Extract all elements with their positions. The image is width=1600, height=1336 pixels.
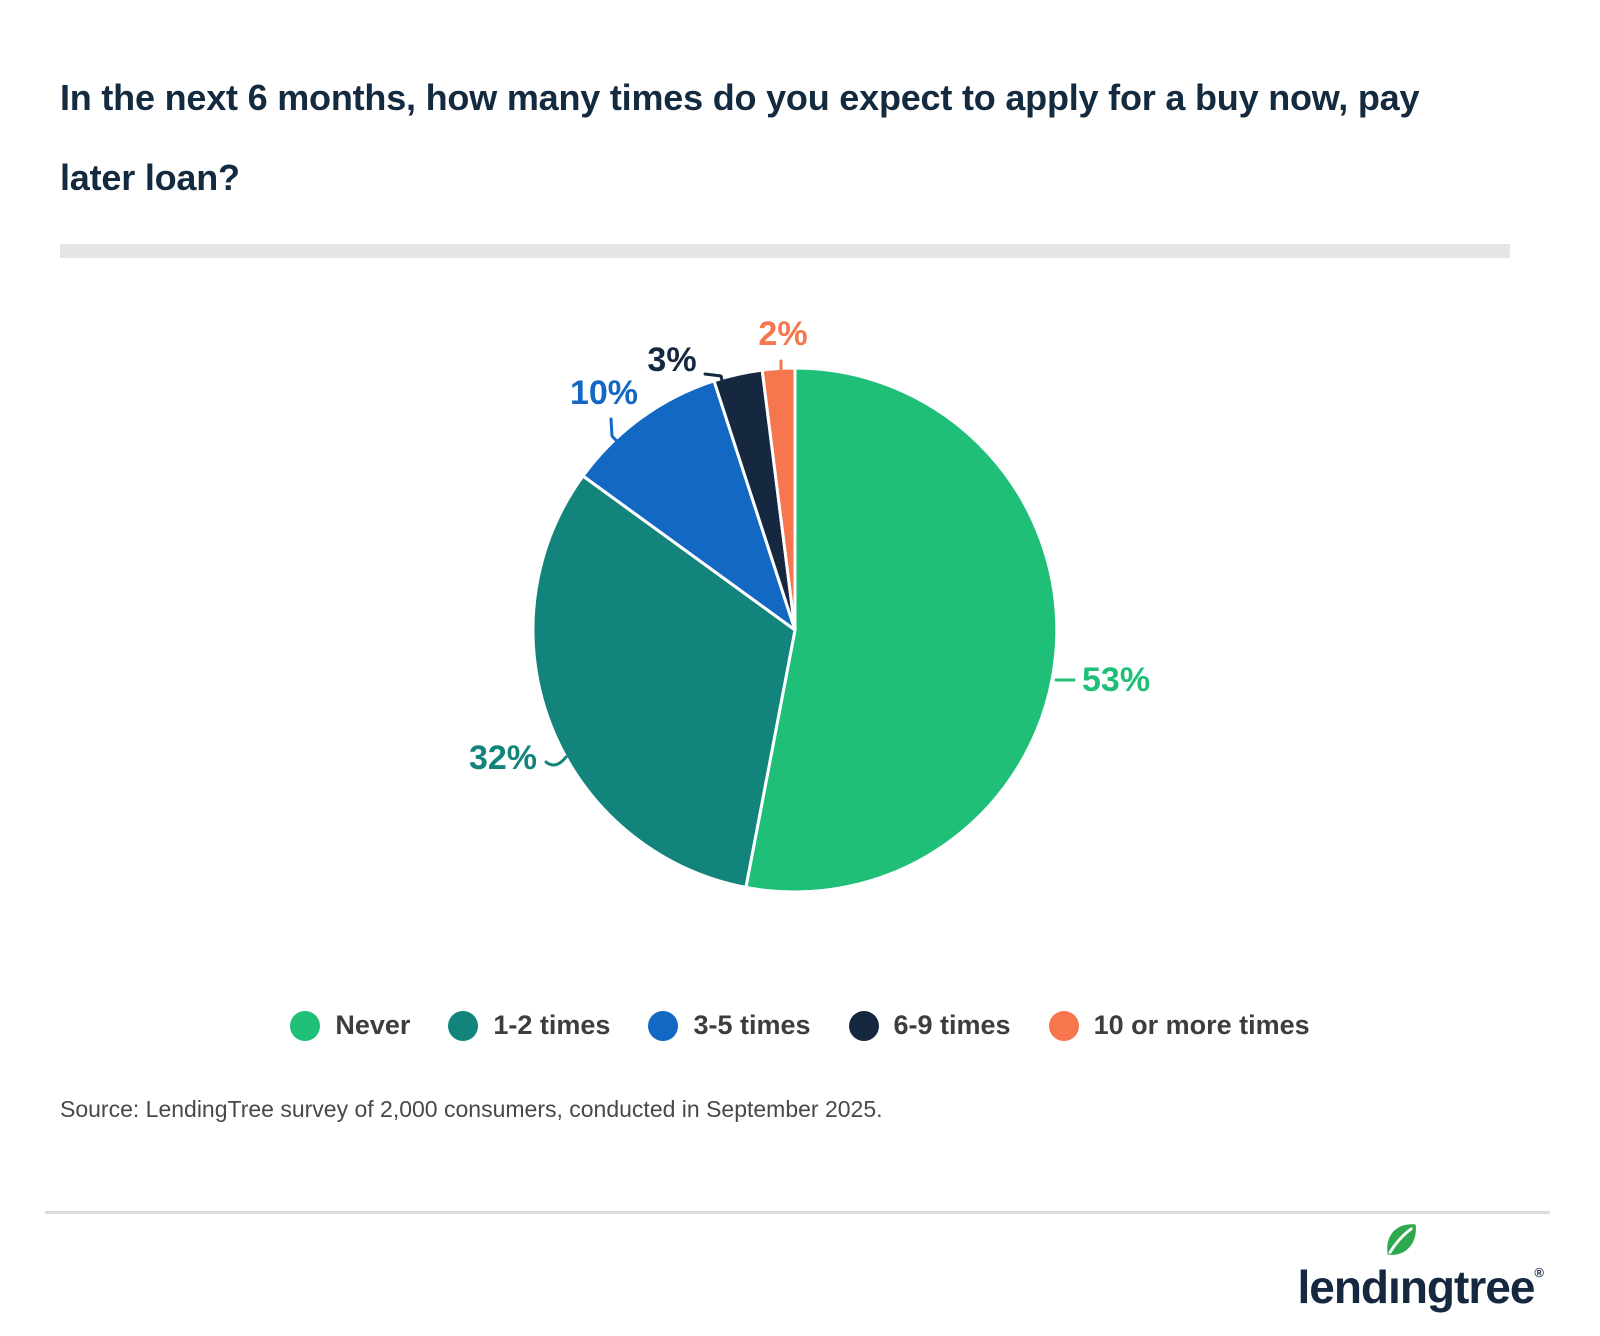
- data-label-1-2-times: 32%: [469, 739, 537, 777]
- legend-label-6-9-times: 6-9 times: [893, 1010, 1011, 1040]
- legend-label-10-or-more-times: 10 or more times: [1093, 1010, 1310, 1040]
- source-note: Source: LendingTree survey of 2,000 cons…: [60, 1096, 883, 1122]
- pie-slice-10-or-more-times: [760, 366, 797, 632]
- pie-chart: 53% 32% 10%3% 2%: [469, 315, 1150, 894]
- legend: Never 1-2 times 3-5 times 6-9 times 10 or mo…: [0, 1010, 1600, 1041]
- legend-label-1-2-times: 1-2 times: [493, 1010, 611, 1040]
- legend-item-3-5-times: 3-5 times: [648, 1010, 811, 1041]
- chart-title-line-1: In the next 6 months, how many times do …: [60, 77, 1420, 118]
- chart-title-line-2: later loan?: [60, 157, 240, 198]
- legend-dot-10-or-more-times: [1048, 1010, 1079, 1041]
- legend-label-never: Never: [335, 1010, 411, 1040]
- lendingtree-wordmark: lendıngtree®: [1297, 1224, 1544, 1316]
- legend-dot-1-2-times: [448, 1010, 479, 1041]
- pie-slice-never: [744, 366, 1059, 894]
- pie-slice-3-5-times: [581, 379, 797, 632]
- legend-dot-3-5-times: [648, 1010, 679, 1041]
- label-connector-3-5-times: [609, 417, 629, 454]
- legend-dot-never: [290, 1010, 321, 1041]
- logo-text-i: ı: [1388, 1261, 1401, 1313]
- legend-item-6-9-times: 6-9 times: [848, 1010, 1011, 1041]
- data-label-10-or-more-times: 2%: [758, 315, 807, 353]
- label-connector-6-9-times: [703, 372, 727, 396]
- logo-text-pre: lend: [1297, 1261, 1389, 1313]
- footer-divider: [45, 1211, 1550, 1214]
- legend-label-3-5-times: 3-5 times: [693, 1010, 811, 1040]
- legend-item-10-or-more-times: 10 or more times: [1048, 1010, 1310, 1041]
- leaf-icon: [1387, 1224, 1417, 1255]
- chart-title: In the next 6 months, how many times do …: [60, 58, 1419, 218]
- data-label-6-9-times: 3%: [647, 341, 696, 379]
- title-underline-bar: [60, 244, 1510, 258]
- lendingtree-logo: lendıngtree®: [1297, 1224, 1544, 1316]
- legend-item-1-2-times: 1-2 times: [448, 1010, 610, 1041]
- logo-text-post: ngtree: [1399, 1261, 1536, 1313]
- data-label-never: 53%: [1082, 661, 1150, 699]
- data-label-3-5-times: 10%: [570, 374, 638, 412]
- label-connector-1-2-times: [544, 755, 568, 767]
- pie-slice-1-2-times: [531, 474, 797, 889]
- legend-item-never: Never: [290, 1010, 410, 1041]
- legend-dot-6-9-times: [848, 1010, 879, 1041]
- registered-trademark: ®: [1534, 1265, 1544, 1280]
